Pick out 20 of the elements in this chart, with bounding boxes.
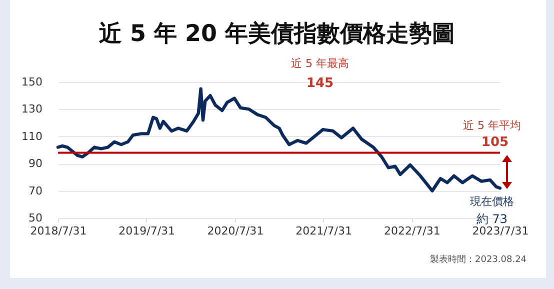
x-tick-label: 2018/7/31 [30, 224, 87, 238]
y-tick-label: 70 [28, 184, 42, 198]
y-tick-label: 90 [28, 157, 42, 170]
annotation: 近 5 年平均 [463, 118, 521, 133]
text: 近 5 年最高 [291, 56, 349, 71]
x-tick-label: 2021/7/31 [296, 224, 352, 238]
y-tick-label: 150 [22, 76, 42, 88]
annotation: 現在價格 [470, 194, 514, 209]
x-tick-label: 2023/7/31 [472, 224, 529, 238]
annotation: 約 73 [476, 211, 508, 226]
annotation: 145 [306, 76, 334, 91]
x-tick-label: 2019/7/31 [118, 224, 176, 238]
annotation: 105 [481, 135, 509, 150]
y-tick-label: 130 [22, 102, 42, 116]
y-tick-label: 110 [22, 130, 42, 143]
text: 製表時間：2023.08.24 [430, 254, 527, 266]
chart-title: 近 5 年 20 年美債指數價格走勢圖 [98, 20, 456, 49]
x-tick-label: 2022/7/31 [384, 224, 440, 238]
y-tick-label: 50 [28, 212, 42, 224]
x-tick-label: 2020/7/31 [207, 224, 264, 238]
